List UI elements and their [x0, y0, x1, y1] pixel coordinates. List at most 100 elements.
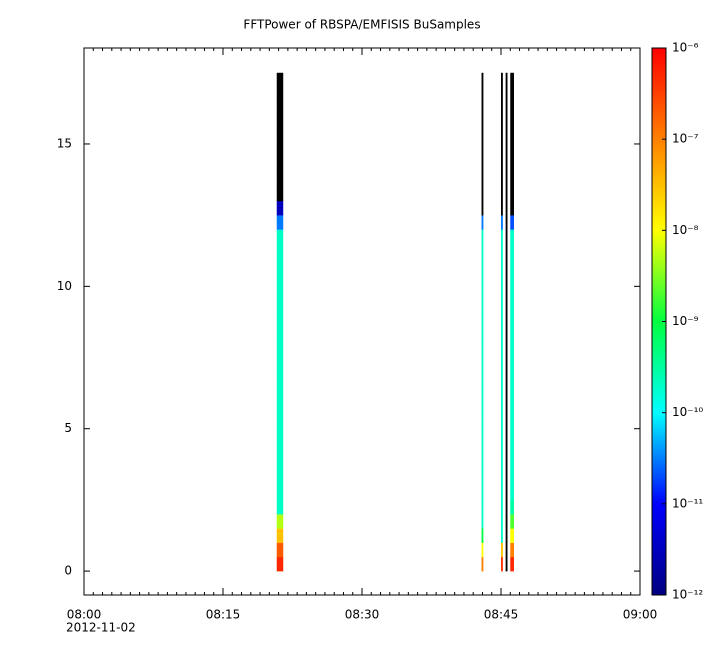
x-tick-label: 09:00 [623, 608, 658, 622]
spectrogram-cell [501, 485, 503, 501]
spectrogram-cell [501, 200, 503, 216]
spectrogram-cell [505, 186, 508, 202]
spectrogram-cell [505, 300, 508, 316]
spectrogram-cell [501, 143, 503, 159]
spectrogram-cell [276, 72, 284, 88]
spectrogram-cell [276, 143, 284, 159]
spectrogram-cell [505, 314, 508, 330]
spectrogram-cell [481, 414, 484, 430]
spectrogram-cell [276, 542, 284, 558]
spectrogram-cell [501, 457, 503, 472]
spectrogram-cell [510, 499, 514, 515]
y-tick-label: 0 [64, 564, 72, 578]
spectrogram-cell [510, 442, 514, 458]
spectrogram-cell [276, 314, 284, 330]
spectrogram-cell [276, 229, 284, 244]
spectrogram-cell [505, 542, 508, 558]
spectrogram-cell [505, 457, 508, 472]
spectrogram-cell [510, 471, 514, 486]
spectrogram-cell [510, 87, 514, 102]
spectrogram-cell [510, 457, 514, 472]
spectrogram-cell [505, 414, 508, 430]
colorbar-tick-label: 10⁻¹¹ [672, 496, 703, 510]
colorbar-tick-label: 10⁻¹² [672, 588, 703, 602]
spectrogram-cell [276, 442, 284, 458]
spectrogram-cell [505, 556, 508, 572]
spectrogram-cell [505, 200, 508, 216]
spectrogram-cell [510, 314, 514, 330]
spectrogram-cell [510, 129, 514, 145]
spectrogram-cell [276, 243, 284, 259]
spectrogram-cell [510, 400, 514, 415]
spectrogram-cell [276, 129, 284, 145]
spectrogram-cell [481, 186, 484, 202]
spectrogram-cell [510, 143, 514, 159]
spectrogram-cell [510, 385, 514, 401]
spectrogram-cell [501, 158, 503, 173]
spectrogram-cell [510, 243, 514, 259]
spectrogram-cell [505, 87, 508, 102]
spectrogram-cell [505, 72, 508, 88]
spectrogram-cell [505, 215, 508, 230]
spectrogram-cell [276, 257, 284, 273]
spectrogram-cell [505, 471, 508, 486]
spectrogram-cell [505, 143, 508, 159]
spectrogram-cell [501, 471, 503, 486]
spectrogram-cell [276, 400, 284, 415]
spectrogram-cell [510, 158, 514, 173]
x-tick-label: 08:30 [345, 608, 380, 622]
spectrogram-cell [505, 385, 508, 401]
spectrogram-cell [510, 485, 514, 501]
spectrogram-cell [505, 528, 508, 543]
spectrogram-cell [276, 499, 284, 515]
spectrogram-cell [505, 286, 508, 301]
spectrogram-cell [276, 357, 284, 373]
spectrogram-cell [510, 514, 514, 529]
spectrogram-cell [481, 556, 484, 572]
spectrogram-cell [481, 371, 484, 387]
spectrogram-cell [505, 172, 508, 187]
spectrogram-cell [510, 200, 514, 216]
spectrogram-cell [501, 101, 503, 116]
spectrogram-cell [510, 414, 514, 430]
spectrogram-cell [481, 143, 484, 159]
spectrogram-cell [501, 314, 503, 330]
x-tick-label: 08:00 [67, 608, 102, 622]
colorbar-tick-label: 10⁻⁹ [672, 314, 699, 328]
spectrogram-cell [481, 272, 484, 287]
spectrogram-cell [505, 371, 508, 387]
spectrogram-cell [501, 300, 503, 316]
spectrogram-cell [481, 428, 484, 444]
spectrogram-cell [505, 514, 508, 529]
spectrogram-cell [505, 272, 508, 287]
spectrogram-cell [510, 542, 514, 558]
spectrogram-cell [510, 215, 514, 230]
spectrogram-cell [510, 172, 514, 187]
spectrogram-cell [510, 329, 514, 344]
spectrogram-cell [505, 158, 508, 173]
spectrogram-cell [505, 101, 508, 116]
y-tick-label: 5 [64, 421, 72, 435]
spectrogram-cell [481, 200, 484, 216]
spectrogram-cell [481, 442, 484, 458]
spectrogram-cell [276, 385, 284, 401]
spectrogram-cell [481, 485, 484, 501]
spectrogram-cell [505, 428, 508, 444]
spectrogram-cell [510, 257, 514, 273]
spectrogram-cell [481, 286, 484, 301]
spectrogram-cell [501, 514, 503, 529]
colorbar-tick-label: 10⁻⁷ [672, 132, 699, 146]
spectrogram-cell [481, 158, 484, 173]
spectrogram-cell [510, 300, 514, 316]
spectrogram-cell [501, 87, 503, 102]
spectrogram-cell [276, 556, 284, 572]
spectrogram-cell [501, 343, 503, 358]
spectrogram-cell [501, 499, 503, 515]
spectrogram-cell [501, 542, 503, 558]
spectrogram-cell [481, 129, 484, 145]
spectrogram-cell [276, 414, 284, 430]
spectrogram-cell [276, 200, 284, 216]
spectrogram-cell [481, 357, 484, 373]
spectrogram-cell [276, 286, 284, 301]
